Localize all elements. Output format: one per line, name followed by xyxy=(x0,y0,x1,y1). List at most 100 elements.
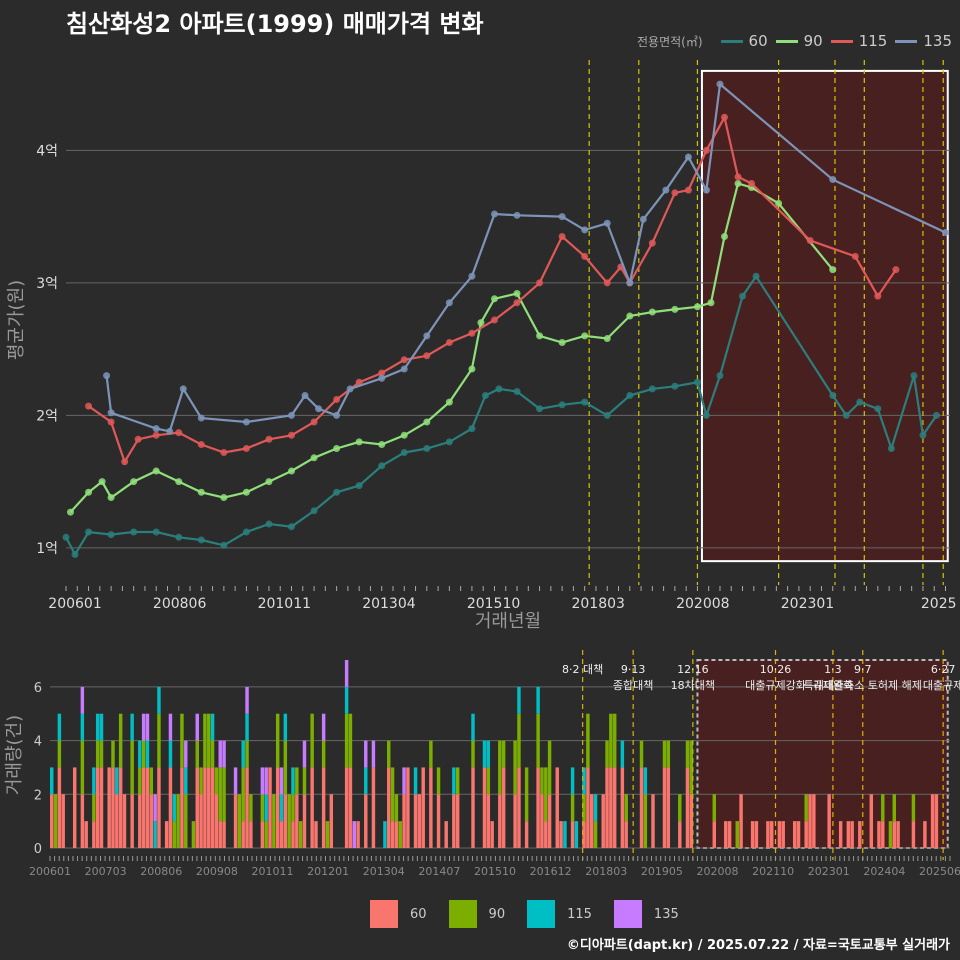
volume-bar-60 xyxy=(877,821,881,848)
data-point-135 xyxy=(346,385,354,393)
volume-bar-90 xyxy=(639,740,644,768)
data-point-90 xyxy=(107,494,115,502)
data-point-135 xyxy=(103,372,111,380)
volume-x-tick-label: 201803 xyxy=(585,865,627,878)
data-point-115 xyxy=(445,339,453,347)
data-point-60 xyxy=(626,392,634,400)
data-point-60 xyxy=(71,551,79,559)
volume-bar-60 xyxy=(180,767,184,848)
legend-swatch-60 xyxy=(720,39,743,43)
volume-x-tick-label: 202404 xyxy=(863,865,905,878)
legend-bar-60: 60 xyxy=(370,900,427,928)
volume-bar-60 xyxy=(394,821,399,848)
volume-bar-60 xyxy=(724,821,728,848)
volume-bar-135 xyxy=(168,713,173,741)
volume-bar-115 xyxy=(241,740,245,768)
volume-bar-60 xyxy=(838,821,843,848)
volume-bar-90 xyxy=(207,713,211,768)
volume-bar-90 xyxy=(302,767,307,795)
volume-bar-60 xyxy=(498,794,502,848)
volume-bar-90 xyxy=(486,767,491,795)
data-point-90 xyxy=(536,332,544,340)
volume-bar-90 xyxy=(138,767,142,795)
volume-highlight-region xyxy=(696,659,949,849)
legend-bar-90: 90 xyxy=(448,900,505,928)
legend-label-60: 60 xyxy=(748,32,768,50)
volume-bar-60 xyxy=(295,794,299,848)
volume-bar-60 xyxy=(486,794,491,848)
volume-bar-90 xyxy=(130,740,134,795)
data-point-60 xyxy=(288,523,296,531)
volume-bar-60 xyxy=(302,794,307,848)
volume-bar-90 xyxy=(643,794,648,848)
volume-x-tick-label: 201304 xyxy=(363,865,405,878)
volume-bar-60 xyxy=(99,767,104,848)
volume-x-tick-label: 200703 xyxy=(85,865,127,878)
volume-bar-60 xyxy=(590,794,594,848)
data-point-135 xyxy=(179,385,187,393)
data-point-135 xyxy=(107,409,115,417)
volume-bar-60 xyxy=(766,821,770,848)
data-point-115 xyxy=(558,233,566,241)
volume-bar-60 xyxy=(651,794,655,848)
data-point-135 xyxy=(197,414,205,422)
volume-bar-115 xyxy=(536,686,540,714)
data-point-60 xyxy=(716,372,724,380)
data-point-60 xyxy=(130,528,138,536)
data-point-135 xyxy=(603,219,611,227)
volume-x-tick-label: 202008 xyxy=(697,865,739,878)
data-point-60 xyxy=(197,536,205,544)
data-point-60 xyxy=(829,392,837,400)
data-point-60 xyxy=(752,272,760,280)
volume-bar-135 xyxy=(402,767,406,795)
data-point-60 xyxy=(842,411,850,419)
volume-bar-90 xyxy=(111,740,115,768)
volume-bar-90 xyxy=(172,821,176,848)
volume-bar-60 xyxy=(770,821,774,848)
volume-bar-60 xyxy=(930,794,935,848)
volume-bar-60 xyxy=(279,821,284,848)
volume-bar-90 xyxy=(310,713,314,768)
data-point-115 xyxy=(378,369,386,377)
volume-chart: 0 2 4 6 8·2 대책 9·13 종합대책 12·16 18차대책 10·26 대출규제강화 1… xyxy=(4,650,960,878)
volume-bar-90 xyxy=(540,767,544,795)
volume-bar-135 xyxy=(80,686,85,714)
volume-bar-115 xyxy=(210,713,215,741)
data-point-115 xyxy=(175,429,183,437)
volume-bar-60 xyxy=(61,794,65,848)
data-point-60 xyxy=(874,405,882,413)
volume-bar-60 xyxy=(84,821,88,848)
data-point-135 xyxy=(639,215,647,223)
volume-bar-60 xyxy=(268,767,272,848)
volume-bar-90 xyxy=(524,767,529,822)
volume-bar-90 xyxy=(429,740,433,768)
data-point-115 xyxy=(720,113,728,121)
volume-x-tick-label: 202301 xyxy=(808,865,850,878)
volume-bar-60 xyxy=(934,794,939,848)
data-point-60 xyxy=(558,401,566,409)
volume-bar-115 xyxy=(383,821,387,848)
volume-bar-60 xyxy=(207,767,211,848)
volume-bar-60 xyxy=(417,794,422,848)
volume-bar-60 xyxy=(540,794,544,848)
data-point-115 xyxy=(355,378,363,386)
volume-y-tick-label: 6 xyxy=(34,681,42,696)
data-point-135 xyxy=(315,405,323,413)
legend-bar-swatch-60 xyxy=(370,900,398,928)
policy-annotation: 9·13 xyxy=(621,663,646,676)
volume-bar-60 xyxy=(858,821,862,848)
volume-bar-115 xyxy=(283,713,288,741)
data-point-60 xyxy=(513,388,521,396)
volume-bar-90 xyxy=(203,713,207,768)
volume-bar-135 xyxy=(279,767,284,795)
volume-bar-115 xyxy=(279,794,284,822)
volume-bar-60 xyxy=(739,794,743,848)
highlight-region xyxy=(700,69,949,563)
policy-annotation: 9·7 xyxy=(854,663,872,676)
data-point-115 xyxy=(468,329,476,337)
data-point-60 xyxy=(62,533,70,541)
volume-bar-115 xyxy=(471,713,475,741)
volume-bar-60 xyxy=(781,821,785,848)
volume-bar-90 xyxy=(180,713,184,768)
volume-x-tick-label: 201612 xyxy=(530,865,572,878)
